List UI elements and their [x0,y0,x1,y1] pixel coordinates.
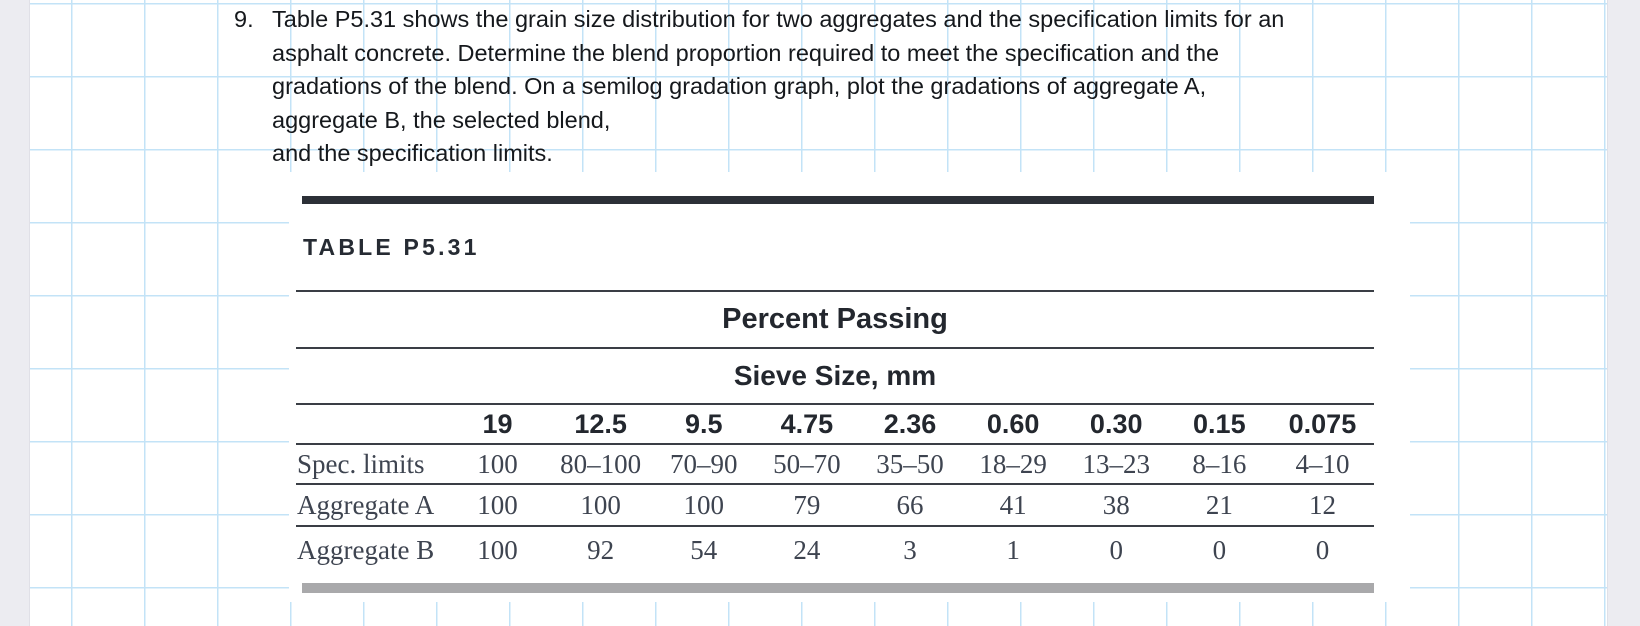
table-row-aggregate-a: Aggregate A 100 100 100 79 66 41 38 21 1… [296,485,1374,525]
row-label: Spec. limits [297,448,425,479]
table-bottom-gap [296,573,1374,583]
problem-statement: 9. Table P5.31 shows the grain size dist… [234,3,1284,171]
table-rule [296,443,1374,445]
data-cell: 0 [1109,534,1123,565]
data-cell: 100 [580,489,621,520]
data-cell: 4–10 [1295,448,1350,479]
data-cell: 8–16 [1192,448,1247,479]
data-cell: 100 [477,534,518,565]
data-cell: 80–100 [560,448,642,479]
table-rule [296,290,1374,292]
data-cell: 0 [1315,534,1330,565]
table-rule [296,347,1374,349]
data-cell: 92 [587,534,615,565]
sieve-size-cell: 0.15 [1193,408,1246,439]
data-cell: 18–29 [979,448,1047,479]
problem-text-line-2: asphalt concrete. Determine the blend pr… [272,39,1220,66]
sieve-size-cell: 0.60 [986,408,1040,439]
data-cell: 54 [690,534,718,565]
table-top-bar [302,196,1374,204]
data-cell: 12 [1308,489,1336,520]
content-white-panel [289,172,1410,602]
data-cell: 24 [793,534,821,565]
table-rule [296,525,1374,527]
table-rule [296,483,1374,485]
sieve-size-cell: 9.5 [685,408,723,439]
sieve-size-cell: 0.075 [1288,408,1357,439]
left-margin-strip [0,0,30,626]
sieve-size-header-row: 19 12.5 9.5 4.75 2.36 0.60 0.30 0.15 0.0… [296,405,1374,443]
sieve-size-cell: 4.75 [780,408,834,439]
data-cell: 41 [999,489,1027,520]
data-cell: 79 [793,489,821,520]
table-row-aggregate-b: Aggregate B 100 92 54 24 3 1 0 0 0 [296,527,1374,573]
data-cell: 3 [903,534,917,565]
data-cell: 35–50 [876,448,944,479]
data-cell: 100 [477,448,518,479]
data-cell: 66 [896,489,924,520]
problem-number: 9. [234,6,254,32]
data-cell: 21 [1205,489,1233,520]
sieve-size-cell: 19 [482,408,513,439]
table-subheader: Sieve Size, mm [733,360,937,391]
data-cell: 50–70 [773,448,841,479]
data-cell: 0 [1212,534,1227,565]
sieve-size-cell: 0.30 [1089,408,1143,439]
table-title: TABLE P5.31 [303,233,480,260]
right-margin-strip [1607,0,1640,626]
problem-text-line-4: aggregate B, the selected blend, [272,106,611,133]
table-bottom-bar [302,583,1374,593]
problem-text-line-3: gradations of the blend. On a semilog gr… [272,73,1207,99]
row-label: Aggregate A [297,489,435,520]
sieve-size-cell: 12.5 [574,408,627,439]
problem-text: Table P5.31 shows the grain size distrib… [272,3,1284,171]
table-group-header: Percent Passing [722,303,948,335]
data-cell: 100 [477,489,518,520]
table-p5-31: TABLE P5.31 Percent Passing Sieve Size, … [296,196,1374,593]
data-cell: 13–23 [1082,448,1150,479]
data-cell: 1 [1006,534,1020,565]
data-cell: 38 [1102,489,1130,520]
sieve-size-cell: 2.36 [883,408,937,439]
problem-text-line-1: Table P5.31 shows the grain size distrib… [272,6,1285,32]
data-cell: 70–90 [670,448,738,479]
table-rule [296,403,1374,405]
table-row-spec-limits: Spec. limits 100 80–100 70–90 50–70 35–5… [296,445,1374,483]
data-cell: 100 [683,489,725,520]
problem-text-line-5: and the specification limits. [272,140,553,166]
row-label: Aggregate B [297,534,435,565]
